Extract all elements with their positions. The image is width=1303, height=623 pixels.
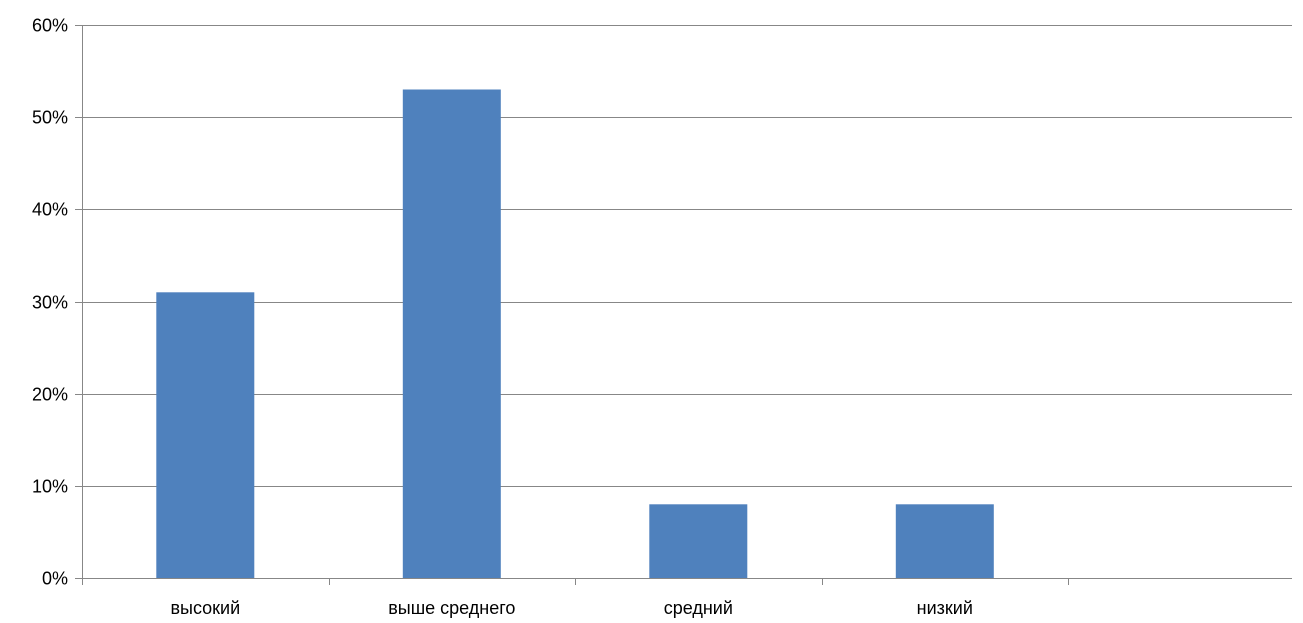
y-tick-label: 20% <box>32 385 68 405</box>
y-tick-label: 40% <box>32 200 68 220</box>
x-category-label: низкий <box>917 598 973 618</box>
bars <box>156 89 994 578</box>
axes <box>75 25 1292 585</box>
bar <box>895 504 994 578</box>
y-tick-label: 60% <box>32 16 68 36</box>
y-tick-label: 10% <box>32 477 68 497</box>
gridlines <box>82 25 1292 487</box>
x-category-label: выше среднего <box>388 598 515 618</box>
x-axis-category-labels: высокий выше среднего средний низкий <box>170 598 972 618</box>
y-axis-tick-labels: 0% 10% 20% 30% 40% 50% 60% <box>32 16 68 589</box>
x-category-label: высокий <box>170 598 240 618</box>
y-tick-label: 30% <box>32 293 68 313</box>
x-category-label: средний <box>664 598 733 618</box>
y-tick-label: 0% <box>42 569 68 589</box>
bar <box>649 504 748 578</box>
y-tick-label: 50% <box>32 108 68 128</box>
bar <box>402 89 501 578</box>
bar <box>156 292 255 578</box>
